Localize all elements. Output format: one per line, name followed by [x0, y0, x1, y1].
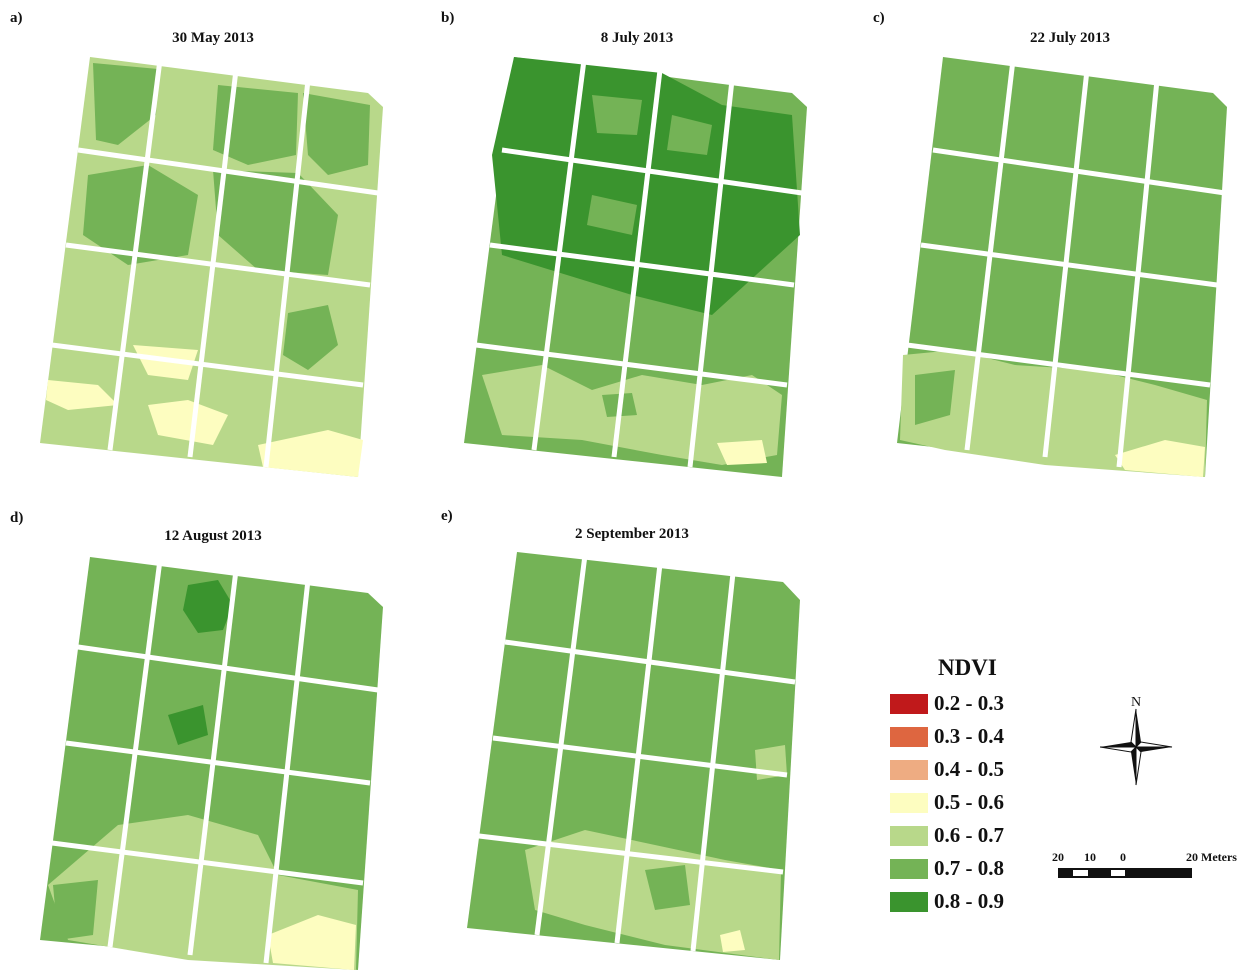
- legend-item: 0.8 - 0.9: [890, 885, 1040, 918]
- panel-title: 30 May 2013: [172, 30, 254, 46]
- plot-divider: [614, 563, 663, 944]
- north-arrow: N: [1100, 695, 1173, 786]
- plot-divider: [504, 639, 796, 685]
- ndvi-patch: [258, 430, 363, 477]
- plot-divider: [501, 147, 803, 196]
- ndvi-patch: [667, 115, 712, 155]
- plot-divider: [65, 242, 371, 288]
- panel-letter: e): [441, 508, 453, 524]
- legend-title: NDVI: [938, 655, 997, 680]
- plot-divider: [77, 147, 379, 196]
- legend-item: 0.4 - 0.5: [890, 753, 1040, 786]
- panel-title: 12 August 2013: [164, 528, 262, 544]
- plot-divider: [65, 740, 371, 786]
- ndvi-patch: [46, 380, 118, 410]
- legend-label: 0.5 - 0.6: [934, 790, 1004, 814]
- legend-swatch: [890, 858, 928, 879]
- scale-bar-graphic: [1058, 868, 1192, 878]
- legend-label: 0.2 - 0.3: [934, 691, 1004, 715]
- ndvi-patch: [303, 93, 370, 175]
- field-plots: [467, 552, 800, 960]
- ndvi-patch: [183, 580, 233, 633]
- plot-divider: [475, 342, 788, 388]
- ndvi-patch: [283, 305, 338, 370]
- scale-unit: 20 Meters: [1186, 850, 1237, 864]
- field-plots: [40, 557, 383, 970]
- ndvi-patch: [915, 370, 955, 425]
- legend-label: 0.7 - 0.8: [934, 856, 1004, 880]
- legend-rows: 0.2 - 0.3 0.3 - 0.4 0.4 - 0.5 0.5 - 0.6 0.6 …: [890, 687, 1040, 918]
- panel-title: 22 July 2013: [1029, 30, 1110, 46]
- plot-divider: [492, 735, 788, 778]
- ndvi-patch: [587, 195, 637, 235]
- ndvi-patch: [53, 880, 98, 940]
- ndvi-patch: [717, 440, 767, 465]
- compass-rose-icon: [1100, 708, 1173, 786]
- ndvi-patch: [133, 345, 198, 380]
- legend-item: 0.2 - 0.3: [890, 687, 1040, 720]
- ndvi-patch: [720, 930, 745, 952]
- legend-item: 0.7 - 0.8: [890, 852, 1040, 885]
- panel-title: 2 September 2013: [575, 526, 689, 542]
- ndvi-patch: [148, 400, 228, 445]
- north-label: N: [1131, 695, 1141, 710]
- ndvi-map: [464, 57, 807, 477]
- legend-swatch: [890, 759, 928, 780]
- legend-label: 0.4 - 0.5: [934, 757, 1004, 781]
- ndvi-patch: [168, 705, 208, 745]
- ndvi-patch: [268, 915, 356, 970]
- plot-divider: [478, 833, 784, 875]
- legend-item: 0.3 - 0.4: [890, 720, 1040, 753]
- ndvi-map: [40, 557, 383, 970]
- panel-letter: a): [10, 10, 23, 26]
- scale-tick: 20: [1052, 850, 1064, 864]
- scale-tick: 10: [1084, 850, 1096, 864]
- legend-item: 0.5 - 0.6: [890, 786, 1040, 819]
- scale-bar: 20 10 0 20 Meters: [1050, 850, 1250, 890]
- panel-title: 8 July 2013: [600, 30, 674, 46]
- panel-letter: d): [10, 510, 24, 526]
- ndvi-patch: [592, 95, 642, 135]
- plot-divider: [932, 147, 1226, 196]
- plot-divider: [906, 342, 1211, 388]
- field-plots: [897, 57, 1227, 477]
- ndvi-map: [40, 57, 383, 477]
- legend-swatch: [890, 792, 928, 813]
- ndvi-patch: [1115, 440, 1205, 477]
- plot-divider: [77, 644, 379, 693]
- legend-swatch: [890, 825, 928, 846]
- panel-letter: b): [441, 10, 455, 26]
- ndvi-patch: [93, 63, 158, 145]
- plot-divider: [489, 242, 795, 288]
- field-plots: [40, 57, 383, 477]
- ndvi-legend: NDVI 0.2 - 0.3 0.3 - 0.4 0.4 - 0.5 0.5 - 0.…: [890, 655, 1040, 918]
- legend-swatch: [890, 693, 928, 714]
- field-plots: [464, 57, 807, 477]
- legend-label: 0.8 - 0.9: [934, 889, 1004, 913]
- legend-label: 0.6 - 0.7: [934, 823, 1004, 847]
- ndvi-patch: [213, 170, 338, 275]
- legend-item: 0.6 - 0.7: [890, 819, 1040, 852]
- legend-swatch: [890, 891, 928, 912]
- ndvi-map: [897, 57, 1227, 477]
- panel-letter: c): [873, 10, 885, 26]
- plot-divider: [51, 840, 364, 886]
- plot-divider: [920, 242, 1218, 288]
- legend-swatch: [890, 726, 928, 747]
- plot-divider: [690, 572, 736, 952]
- plot-divider: [51, 342, 364, 388]
- ndvi-patch: [645, 865, 690, 910]
- scale-tick: 0: [1120, 850, 1126, 864]
- legend-label: 0.3 - 0.4: [934, 724, 1004, 748]
- ndvi-map: [467, 552, 800, 960]
